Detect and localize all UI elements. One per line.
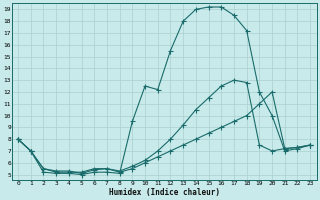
X-axis label: Humidex (Indice chaleur): Humidex (Indice chaleur) bbox=[108, 188, 220, 197]
